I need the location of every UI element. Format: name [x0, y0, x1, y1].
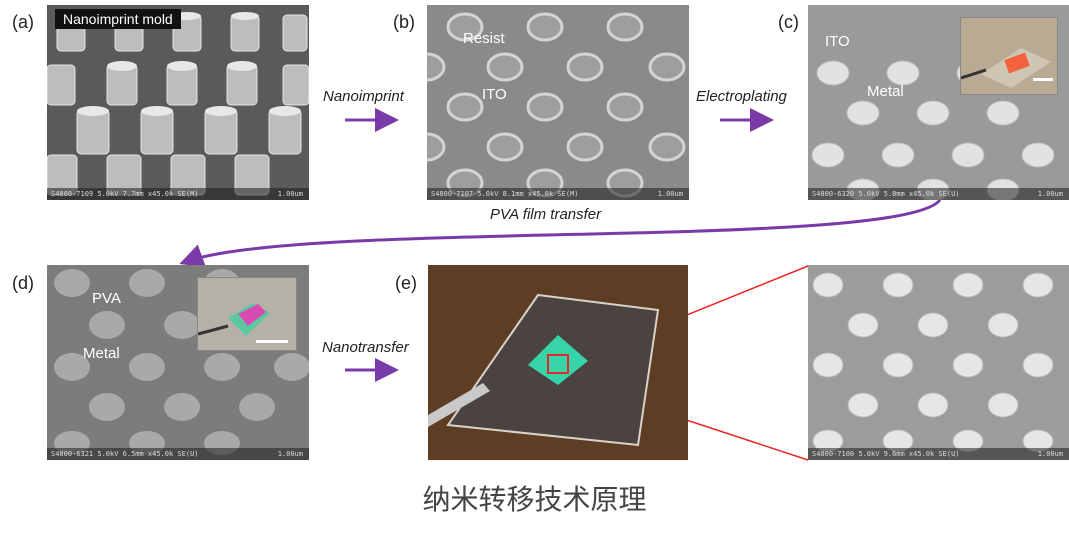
panel-label-b: (b) [393, 12, 415, 32]
sem-footer-text: S4800-6321 5.0kV 6.5mm x45.0k SE(U) [51, 450, 199, 458]
panel-label-a: (a) [12, 12, 34, 32]
sem-footer: S4800-7109 5.0kV 7.7mm x45.0k SE(M) 1.00… [47, 188, 309, 200]
step-label-nanoimprint: Nanoimprint [323, 88, 404, 105]
annotation-metal-c: Metal [867, 83, 904, 100]
inset-photo-sample-c [960, 17, 1058, 95]
sem-footer: S4800-6320 5.0kV 5.8mm x45.0k SE(U) 1.00… [808, 188, 1069, 200]
scale-label: 1.00um [277, 450, 303, 458]
sem-footer: S4800-7100 5.0kV 9.6mm x45.0k SE(U) 1.00… [808, 448, 1069, 460]
sem-footer-text: S4800-7107 5.0kV 8.1mm x45.0k SE(M) [431, 190, 579, 198]
sem-image-electroplated: S4800-6320 5.0kV 5.8mm x45.0k SE(U) 1.00… [808, 5, 1069, 200]
step-label-electroplating: Electroplating [696, 88, 787, 105]
sem-footer-text: S4800-6320 5.0kV 5.8mm x45.0k SE(U) [812, 190, 960, 198]
scale-label: 1.00um [657, 190, 683, 198]
scale-label: 1.00um [1037, 450, 1063, 458]
figure-caption: 纳米转移技术原理 [422, 483, 647, 516]
sem-footer: S4800-6321 5.0kV 6.5mm x45.0k SE(U) 1.00… [47, 448, 309, 460]
inset-photo-sample-d [197, 277, 297, 351]
panel-label-c: (c) [778, 12, 799, 32]
sem-footer: S4800-7107 5.0kV 8.1mm x45.0k SE(M) 1.00… [427, 188, 689, 200]
annotation-metal-d: Metal [83, 345, 120, 362]
panel-label-d: (d) [12, 273, 34, 293]
sem-footer-text: S4800-7109 5.0kV 7.7mm x45.0k SE(M) [51, 190, 199, 198]
sem-image-resist: S4800-7107 5.0kV 8.1mm x45.0k SE(M) 1.00… [427, 5, 689, 200]
sem-footer-text: S4800-7100 5.0kV 9.6mm x45.0k SE(U) [812, 450, 960, 458]
annotation-ito-c: ITO [825, 33, 850, 50]
mold-tag: Nanoimprint mold [55, 9, 181, 29]
sem-image-zoom: S4800-7100 5.0kV 9.6mm x45.0k SE(U) 1.00… [808, 265, 1069, 460]
annotation-pva: PVA [92, 290, 121, 307]
annotation-resist: Resist [463, 30, 505, 47]
sem-image-mold: S4800-7109 5.0kV 7.7mm x45.0k SE(M) 1.00… [47, 5, 309, 200]
scale-label: 1.00um [277, 190, 303, 198]
scale-label: 1.00um [1037, 190, 1063, 198]
annotation-ito-b: ITO [482, 86, 507, 103]
step-label-nanotransfer: Nanotransfer [322, 339, 409, 356]
pva-transfer-arrow [179, 198, 942, 268]
panel-label-e: (e) [395, 273, 417, 293]
sem-image-pva: S4800-6321 5.0kV 6.5mm x45.0k SE(U) 1.00… [47, 265, 309, 460]
step-label-pva-transfer: PVA film transfer [490, 206, 602, 223]
photo-transferred-sample [428, 265, 688, 460]
